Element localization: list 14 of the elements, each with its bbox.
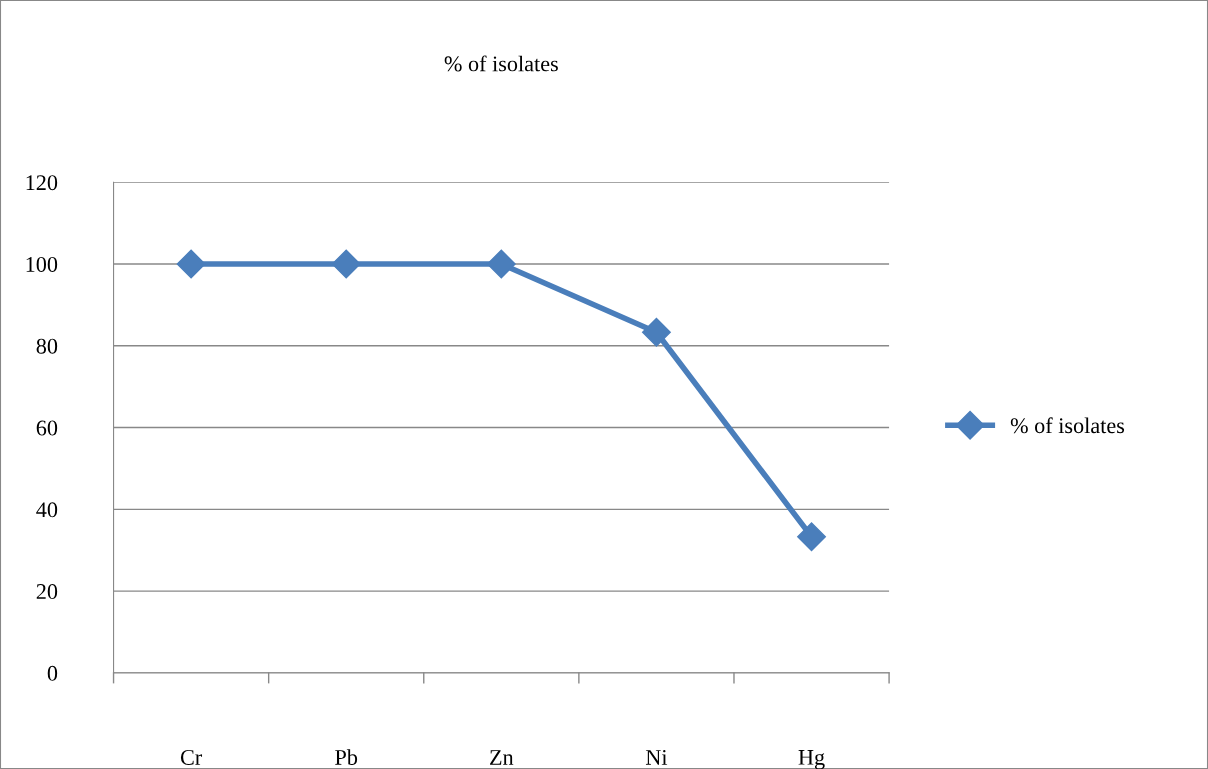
y-tick-label: 80 (36, 338, 58, 354)
y-tick-label: 60 (36, 420, 58, 436)
y-tick-label: 100 (26, 256, 58, 272)
y-tick-label: 40 (36, 502, 58, 518)
y-tick-label: 20 (36, 584, 58, 600)
legend-label: % of isolates (1010, 417, 1125, 434)
x-tick-label: Zn (490, 750, 514, 765)
y-tick-label: 0 (47, 665, 58, 681)
x-tick-label: Ni (645, 749, 668, 765)
chart-title: % of isolates (444, 55, 558, 72)
y-tick-label: 120 (26, 175, 58, 191)
x-tick-label: Pb (335, 749, 358, 765)
x-tick-label: Hg (798, 750, 825, 769)
x-tick-label: Cr (180, 749, 203, 765)
